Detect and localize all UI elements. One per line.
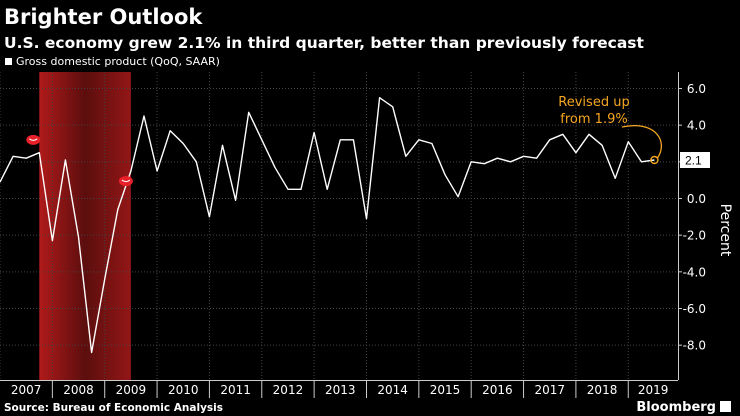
y-tick-label: -2.0 — [683, 229, 706, 243]
bloomberg-logo: Bloomberg — [636, 400, 716, 415]
legend-swatch — [5, 58, 12, 65]
current-value-label: 2.1 — [685, 154, 702, 168]
y-tick-label: 6.0 — [687, 82, 706, 96]
bloomberg-icon — [720, 401, 731, 412]
x-tick-label: 2010 — [168, 383, 199, 397]
y-axis-label: Percent — [717, 204, 733, 257]
x-tick-label: 2017 — [534, 383, 565, 397]
x-tick-label: 2012 — [273, 383, 304, 397]
legend-label: Gross domestic product (QoQ, SAAR) — [16, 55, 220, 68]
recession-marker-lips — [121, 179, 131, 183]
annotation-connector — [621, 125, 663, 159]
x-tick-label: 2014 — [377, 383, 408, 397]
annotation-line-1: Revised up — [558, 95, 629, 110]
gdp-series-line — [0, 96, 655, 354]
x-tick-label: 2009 — [116, 383, 147, 397]
y-tick-label: 4.0 — [687, 119, 706, 133]
annotation-line-2: from 1.9% — [560, 112, 627, 127]
y-tick-label: -4.0 — [683, 265, 706, 279]
recession-marker-lips — [28, 138, 38, 141]
current-value-box — [680, 152, 710, 168]
recession-shading — [39, 72, 131, 380]
source-note: Source: Bureau of Economic Analysis — [4, 402, 223, 414]
x-tick-label: 2015 — [430, 383, 461, 397]
x-tick-label: 2016 — [482, 383, 513, 397]
chart-subtitle: U.S. economy grew 2.1% in third quarter,… — [4, 34, 645, 52]
x-tick-label: 2018 — [587, 383, 618, 397]
annotation-point — [650, 155, 659, 165]
y-tick-label: 0.0 — [687, 192, 706, 206]
y-tick-label: -6.0 — [683, 302, 706, 316]
x-tick-label: 2013 — [325, 383, 356, 397]
x-tick-label: 2011 — [220, 383, 251, 397]
y-tick-label: -8.0 — [683, 339, 706, 353]
x-tick-label: 2019 — [638, 383, 669, 397]
x-tick-label: 2007 — [11, 383, 42, 397]
x-tick-label: 2008 — [63, 383, 94, 397]
chart-title: Brighter Outlook — [4, 5, 203, 29]
